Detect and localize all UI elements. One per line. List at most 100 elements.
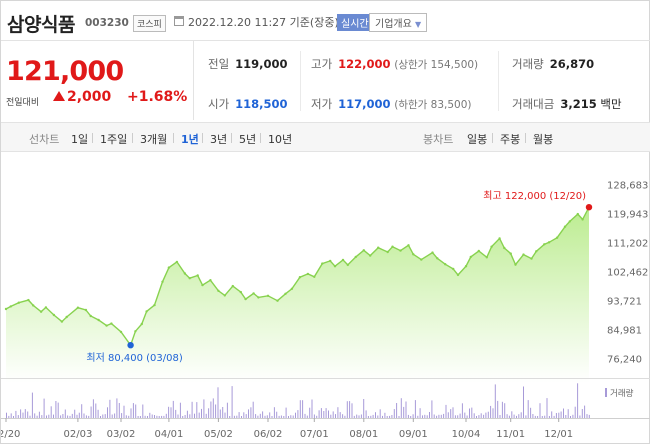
volume-bar bbox=[424, 414, 426, 418]
volume-bar bbox=[461, 403, 463, 418]
price-point bbox=[333, 265, 337, 268]
company-info-dropdown[interactable]: 기업개요 ▼ bbox=[369, 13, 428, 32]
volume-bar bbox=[179, 402, 181, 418]
x-tick-label: 05/02 bbox=[204, 429, 233, 440]
x-tick-label: 03/02 bbox=[107, 429, 136, 440]
volume-bar bbox=[417, 415, 419, 418]
tab-separator bbox=[92, 133, 93, 143]
tab-3y[interactable]: 3년 bbox=[210, 133, 228, 146]
price-point bbox=[105, 324, 108, 327]
volume-bar bbox=[69, 415, 71, 418]
price-point bbox=[477, 249, 480, 253]
price-point bbox=[276, 299, 279, 302]
price-change: 2,000 bbox=[53, 89, 111, 105]
volume-bar bbox=[558, 412, 560, 418]
stat-trade-value-label: 거래대금 bbox=[512, 97, 555, 111]
volume-bar bbox=[313, 414, 315, 418]
volume-bar bbox=[85, 415, 87, 418]
volume-bar bbox=[548, 416, 550, 418]
y-tick-label: 76,240 bbox=[607, 355, 642, 366]
volume-bar bbox=[485, 412, 487, 418]
price-point bbox=[175, 260, 179, 264]
volume-bar bbox=[532, 414, 534, 418]
volume-bar bbox=[158, 416, 160, 418]
volume-bar bbox=[156, 415, 158, 418]
volume-bar bbox=[483, 414, 485, 418]
stats-table: 전일 119,000 시가 118,500 고가 122,000 (상한가 154,5… bbox=[194, 41, 650, 120]
volume-bar bbox=[250, 407, 252, 418]
volume-bar bbox=[241, 416, 242, 418]
volume-bar bbox=[222, 407, 224, 418]
volume-bar bbox=[67, 415, 69, 418]
volume-bar bbox=[116, 398, 118, 418]
volume-bar bbox=[215, 404, 217, 418]
tab-1y[interactable]: 1년 bbox=[181, 133, 199, 146]
volume-bar bbox=[194, 413, 195, 418]
volume-bar bbox=[123, 405, 125, 418]
price-chart[interactable]: 거래량 128,683 119,943 111,202 102,462 93,721 84… bbox=[1, 153, 650, 444]
volume-bar bbox=[351, 403, 353, 418]
tab-separator bbox=[202, 133, 203, 143]
volume-bar bbox=[539, 403, 541, 418]
price-point bbox=[284, 292, 287, 295]
volume-bar bbox=[57, 402, 59, 418]
current-price: 121,000 bbox=[6, 56, 124, 87]
stat-low: 저가 117,000 (하한가 83,500) bbox=[311, 96, 471, 112]
price-point bbox=[444, 263, 447, 266]
stat-high: 고가 122,000 (상한가 154,500) bbox=[311, 56, 478, 72]
volume-bar bbox=[563, 408, 564, 418]
volume-bar bbox=[581, 409, 583, 418]
volume-bar bbox=[10, 413, 12, 418]
tab-daily[interactable]: 일봉 bbox=[467, 133, 488, 146]
volume-bar bbox=[579, 415, 581, 418]
realtime-button[interactable]: 실시간 bbox=[337, 14, 373, 31]
volume-bar bbox=[118, 403, 120, 418]
y-tick-label: 84,981 bbox=[607, 326, 642, 337]
price-point bbox=[321, 262, 324, 265]
volume-bar bbox=[438, 414, 440, 418]
x-axis: 12/20 02/03 03/02 04/01 05/02 06/02 07/01 08/01… bbox=[1, 418, 573, 440]
volume-bar bbox=[170, 407, 172, 418]
tab-1d[interactable]: 1일 bbox=[71, 133, 89, 146]
volume-bar bbox=[332, 411, 334, 418]
volume-bar bbox=[248, 409, 249, 418]
volume-bar bbox=[429, 412, 430, 418]
volume-bar bbox=[189, 414, 191, 418]
stat-open-value: 118,500 bbox=[235, 97, 288, 111]
volume-bar bbox=[499, 415, 501, 418]
price-point bbox=[266, 294, 270, 297]
volume-bar bbox=[433, 414, 435, 418]
stat-low-value: 117,000 bbox=[338, 97, 391, 111]
tab-monthly[interactable]: 월봉 bbox=[533, 133, 554, 146]
price-change-value: 2,000 bbox=[67, 89, 112, 105]
volume-bar bbox=[523, 386, 524, 418]
volume-bar bbox=[490, 405, 492, 418]
tab-10y[interactable]: 10년 bbox=[268, 133, 293, 146]
tab-weekly[interactable]: 주봉 bbox=[500, 133, 521, 146]
volume-bar bbox=[464, 412, 466, 418]
stat-prev: 전일 119,000 bbox=[208, 56, 288, 72]
price-point bbox=[530, 257, 533, 260]
volume-bar bbox=[41, 415, 43, 418]
price-point bbox=[581, 218, 584, 221]
x-tick-label: 11/01 bbox=[496, 429, 525, 440]
stock-name[interactable]: 삼양식품 bbox=[7, 14, 75, 36]
volume-bar bbox=[426, 415, 428, 418]
volume-bar bbox=[403, 406, 405, 418]
price-point bbox=[369, 254, 372, 257]
volume-bar bbox=[290, 415, 292, 418]
price-point bbox=[469, 255, 472, 259]
price-point bbox=[188, 277, 191, 280]
volume-bar bbox=[370, 415, 372, 418]
tab-5y[interactable]: 5년 bbox=[239, 133, 257, 146]
volume-bar bbox=[356, 414, 358, 418]
price-point bbox=[4, 307, 8, 311]
price-area bbox=[6, 207, 589, 383]
tab-1w[interactable]: 1주일 bbox=[100, 133, 128, 146]
volume-bar bbox=[210, 401, 212, 418]
volume-bar bbox=[363, 399, 365, 418]
price-point bbox=[509, 252, 512, 255]
volume-bar bbox=[302, 400, 304, 418]
tab-3m[interactable]: 3개월 bbox=[140, 133, 168, 146]
